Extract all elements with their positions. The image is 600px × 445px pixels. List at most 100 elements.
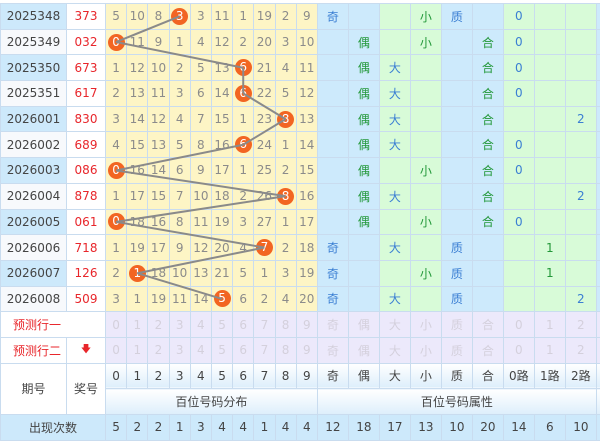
predict-attr-8[interactable]: 2 bbox=[564, 311, 597, 338]
attr-cell-5: 合 bbox=[471, 182, 504, 210]
predict-digit-4[interactable]: 4 bbox=[189, 311, 212, 338]
header-group-row: 百位号码分布 百位号码属性 bbox=[1, 388, 600, 415]
predict-digit-1[interactable]: 1 bbox=[126, 311, 149, 338]
header-group-digits: 百位号码分布 bbox=[105, 388, 318, 415]
predict-digit-6[interactable]: 6 bbox=[232, 336, 255, 364]
missing-count: 1 bbox=[239, 9, 248, 24]
digit-cell-2: 9 bbox=[147, 28, 170, 56]
predict-attr-5[interactable]: 合 bbox=[471, 336, 504, 364]
missing-count: 13 bbox=[150, 137, 167, 152]
predict-digit-0[interactable]: 0 bbox=[104, 336, 128, 364]
attr-cell-1: 偶 bbox=[347, 131, 380, 159]
missing-count: 1 bbox=[112, 240, 120, 255]
digit-cell-6: 6 bbox=[232, 285, 255, 313]
missing-count: 12 bbox=[193, 240, 209, 255]
missing-count: 26 bbox=[256, 189, 273, 204]
hit-ball: 7 bbox=[255, 239, 273, 257]
predict-digit-9[interactable]: 9 bbox=[295, 336, 318, 364]
predict-digit-0[interactable]: 0 bbox=[104, 311, 128, 338]
predict-attr-2[interactable]: 大 bbox=[378, 336, 411, 364]
digit-cell-3: 6 bbox=[168, 157, 191, 184]
predict-attr-0[interactable]: 奇 bbox=[316, 311, 349, 338]
predict-digit-7[interactable]: 7 bbox=[253, 336, 276, 364]
attr-cell-1: 偶 bbox=[347, 54, 380, 82]
missing-count: 14 bbox=[150, 163, 167, 178]
expand-arrow-icon[interactable]: 🡇 bbox=[66, 336, 106, 364]
attr-cell-4: 质 bbox=[440, 259, 473, 287]
attr-cell-8 bbox=[564, 259, 597, 287]
predict-attr-6[interactable]: 0 bbox=[502, 336, 535, 364]
missing-count: 14 bbox=[193, 291, 209, 306]
predict-digit-3[interactable]: 3 bbox=[168, 336, 191, 364]
predict-digit-8[interactable]: 8 bbox=[274, 336, 297, 364]
missing-count: 1 bbox=[112, 189, 120, 204]
digit-cell-1: 1 bbox=[126, 285, 149, 313]
table-row: 2026005 061 0 18 16 8 11 19 3 27 1 17 偶小合 0 bbox=[0, 208, 600, 236]
predict-attr-3[interactable]: 小 bbox=[409, 336, 442, 364]
attr-cell-0: 奇 bbox=[316, 3, 349, 30]
digit-cell-9: 19 bbox=[295, 259, 318, 287]
attr-cell-0: 奇 bbox=[316, 285, 349, 313]
predict-digit-4[interactable]: 4 bbox=[189, 336, 212, 364]
digit-cell-0: 0 bbox=[104, 208, 128, 236]
missing-count: 17 bbox=[150, 240, 167, 255]
stats-value-6: 4 bbox=[232, 414, 255, 441]
attr-cell-1 bbox=[347, 285, 380, 313]
attr-cell-0 bbox=[316, 157, 349, 184]
attr-cell-3: 小 bbox=[409, 28, 442, 56]
predict-digit-3[interactable]: 3 bbox=[168, 311, 191, 338]
missing-count: 9 bbox=[197, 163, 205, 178]
digit-cell-8: 3 bbox=[274, 28, 297, 56]
predict-attr-3[interactable]: 小 bbox=[409, 311, 442, 338]
stats-value-9: 4 bbox=[295, 414, 318, 441]
predict-digit-2[interactable]: 2 bbox=[147, 311, 170, 338]
missing-count: 2 bbox=[239, 35, 248, 50]
attr-cell-2: 大 bbox=[378, 234, 411, 261]
predict-digit-6[interactable]: 6 bbox=[232, 311, 255, 338]
predict-digit-7[interactable]: 7 bbox=[253, 311, 276, 338]
predict-attr-7[interactable]: 1 bbox=[533, 311, 566, 338]
predict-attr-4[interactable]: 质 bbox=[440, 311, 473, 338]
predict-attr-0[interactable]: 奇 bbox=[316, 336, 349, 364]
missing-count: 15 bbox=[129, 137, 145, 152]
digit-cell-6: 1 bbox=[232, 105, 255, 133]
digit-cell-4: 4 bbox=[189, 28, 212, 56]
predict-attr-2[interactable]: 大 bbox=[378, 311, 411, 338]
predict-attr-1[interactable]: 偶 bbox=[347, 336, 380, 364]
predict-digit-9[interactable]: 9 bbox=[295, 311, 318, 338]
header-attr-5: 合 bbox=[471, 362, 504, 390]
attr-cell-7 bbox=[533, 105, 566, 133]
predict-attr-7[interactable]: 1 bbox=[533, 336, 566, 364]
digit-cell-3: 11 bbox=[168, 285, 191, 313]
digit-cell-7: 27 bbox=[253, 208, 276, 236]
predict-attr-5[interactable]: 合 bbox=[471, 311, 504, 338]
predict-digit-2[interactable]: 2 bbox=[147, 336, 170, 364]
digit-cell-2: 11 bbox=[147, 80, 170, 107]
missing-count: 6 bbox=[175, 163, 184, 178]
predict-attr-6[interactable]: 0 bbox=[502, 311, 535, 338]
missing-count: 16 bbox=[129, 163, 145, 178]
predict-digit-8[interactable]: 8 bbox=[274, 311, 297, 338]
missing-count: 1 bbox=[133, 291, 142, 306]
predict-digit-5[interactable]: 5 bbox=[210, 311, 234, 338]
attr-cell-3: 小 bbox=[409, 259, 442, 287]
digit-cell-0: 2 bbox=[104, 259, 128, 287]
attr-cell-1: 偶 bbox=[347, 208, 380, 236]
predict-digit-5[interactable]: 5 bbox=[210, 336, 234, 364]
predict-attr-8[interactable]: 2 bbox=[564, 336, 597, 364]
header-attr-8: 2路 bbox=[564, 362, 597, 390]
hit-ball: 1 bbox=[128, 264, 146, 282]
attr-cell-0 bbox=[316, 131, 349, 159]
digit-cell-2: 15 bbox=[147, 182, 170, 210]
digit-cell-2: 14 bbox=[147, 157, 170, 184]
issue-number: 2025350 bbox=[0, 54, 67, 82]
issue-number: 2026002 bbox=[0, 131, 67, 159]
award-number: 617 bbox=[66, 80, 106, 107]
prediction-label: 预测行一 bbox=[0, 311, 106, 338]
predict-digit-1[interactable]: 1 bbox=[126, 336, 149, 364]
predict-attr-1[interactable]: 偶 bbox=[347, 311, 380, 338]
digit-cell-5: 21 bbox=[210, 259, 234, 287]
header-digit-3: 3 bbox=[168, 362, 191, 390]
attr-cell-4: 质 bbox=[440, 3, 473, 30]
predict-attr-4[interactable]: 质 bbox=[440, 336, 473, 364]
